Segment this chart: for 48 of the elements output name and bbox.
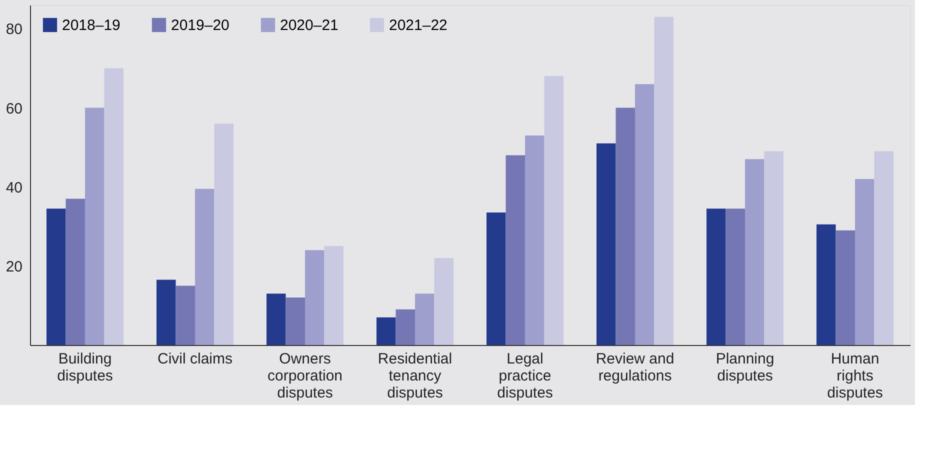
x-tick-label: Residential tenancy disputes (378, 350, 452, 402)
x-tick-label: Human rights disputes (827, 350, 883, 402)
bar (874, 151, 894, 345)
x-tick-label: Owners corporation disputes (267, 350, 343, 402)
x-tick-label: Planning disputes (716, 350, 774, 384)
bar (396, 309, 415, 345)
legend-label: 2021–22 (389, 17, 448, 34)
x-tick-label: Civil claims (158, 350, 232, 368)
bar (66, 198, 85, 345)
y-tick-label: 60 (6, 100, 22, 118)
bar (104, 68, 124, 345)
y-tick-label: 40 (6, 179, 22, 196)
bar (525, 135, 544, 345)
y-tick-label: 20 (6, 258, 22, 276)
legend-label: 2018–19 (62, 17, 120, 34)
bar (706, 208, 726, 345)
bar (506, 155, 525, 345)
bar (324, 246, 344, 345)
bar (156, 280, 176, 345)
bar (85, 108, 104, 345)
bar (214, 124, 234, 345)
bar (486, 212, 506, 345)
bar (266, 294, 286, 345)
bar (764, 151, 784, 345)
bar (616, 108, 635, 345)
bar (176, 286, 195, 345)
x-tick-label: Review and regulations (596, 350, 674, 384)
bar (544, 76, 564, 345)
legend-label: 2020–21 (280, 17, 338, 34)
bar (745, 159, 764, 345)
x-tick-label: Legal practice disputes (497, 350, 553, 402)
bar (816, 224, 836, 345)
bar (434, 258, 454, 345)
bar (654, 16, 674, 345)
bar (596, 143, 616, 345)
bar (635, 84, 654, 345)
legend-label: 2019–20 (171, 17, 230, 34)
bar (46, 208, 66, 345)
bar (836, 230, 855, 345)
bar (305, 250, 324, 345)
bar (195, 188, 214, 345)
x-tick-label: Building disputes (57, 350, 113, 384)
bar (376, 317, 396, 345)
bar (415, 294, 434, 345)
bar (855, 178, 874, 345)
y-tick-label: 80 (6, 21, 22, 38)
bar (726, 208, 745, 345)
bar (286, 298, 305, 345)
